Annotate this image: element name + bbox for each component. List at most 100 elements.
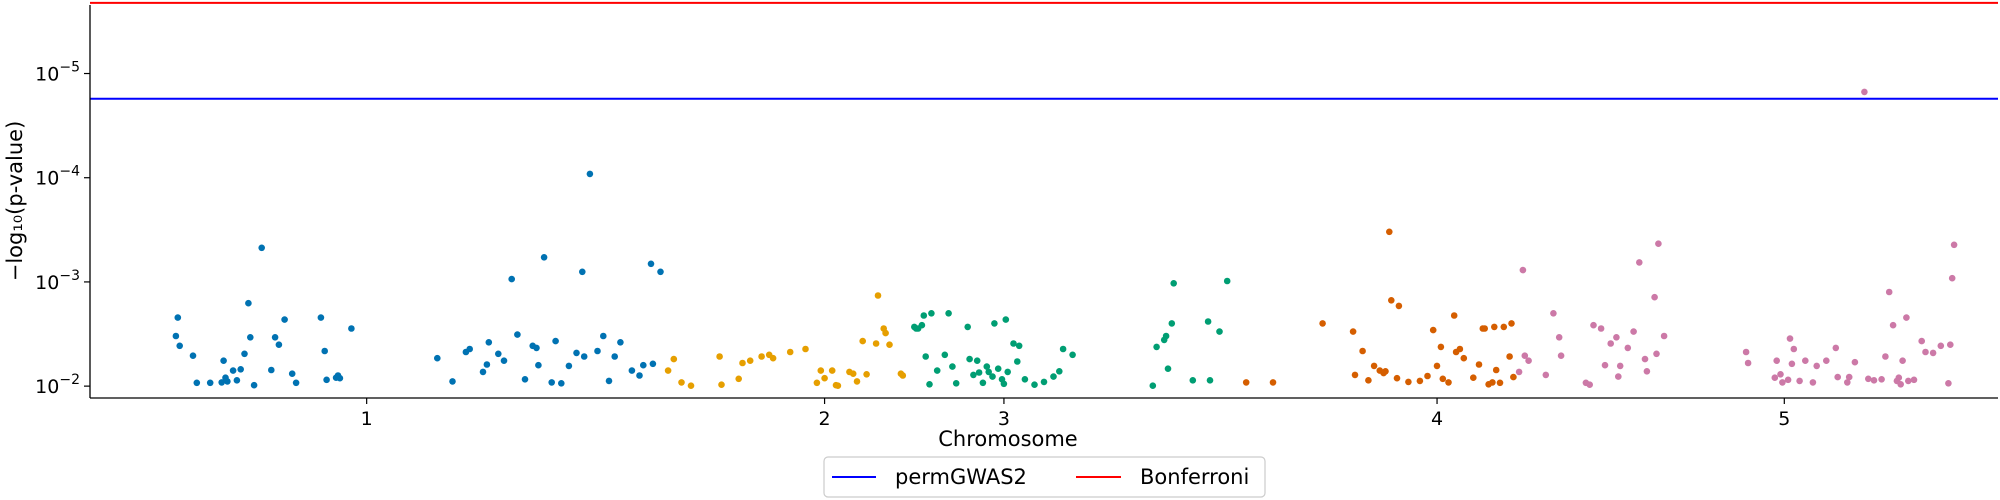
data-point-chr1 (321, 347, 329, 355)
data-point-chr2 (828, 367, 836, 374)
data-point-chr1 (172, 332, 180, 340)
data-point-chr5 (1889, 321, 1897, 329)
data-point-chr3 (1223, 277, 1231, 285)
data-point-chr3 (945, 310, 952, 317)
data-point-chr1 (233, 377, 241, 384)
data-point-chr5 (1947, 341, 1954, 349)
data-point-chr1 (281, 316, 288, 323)
data-point-chr4 (1319, 320, 1326, 327)
data-point-chr1 (495, 350, 502, 358)
data-point-chr5 (1525, 357, 1532, 365)
data-point-chr1 (292, 379, 300, 387)
data-point-chr1 (647, 260, 655, 268)
data-point-chr1 (434, 354, 441, 362)
data-point-chr4 (1433, 362, 1441, 370)
data-point-chr3 (1149, 382, 1157, 390)
data-point-chr1 (241, 350, 248, 358)
data-point-chr5 (1882, 353, 1889, 360)
data-point-chr3 (1170, 280, 1177, 287)
x-ticks: 1 2 3 4 5 (361, 398, 1790, 430)
data-point-chr2 (834, 382, 842, 390)
data-point-chr2 (769, 354, 777, 362)
data-point-chr2 (687, 382, 695, 390)
data-point-chr5 (1870, 377, 1878, 384)
data-point-chr1 (514, 331, 521, 338)
data-point-chr5 (1861, 88, 1868, 96)
y-tick-label: 10−4 (35, 164, 80, 190)
data-point-chr1 (617, 339, 624, 346)
data-point-chr1 (218, 379, 225, 386)
data-point-chr1 (580, 353, 588, 360)
data-point-chr4 (1359, 347, 1366, 355)
data-point-chr1 (552, 337, 559, 345)
data-point-chr1 (250, 381, 258, 389)
data-point-chr1 (258, 244, 266, 252)
data-point-chr5 (1899, 357, 1906, 365)
data-point-chr2 (872, 340, 880, 347)
data-point-chr1 (540, 253, 548, 261)
data-point-chr3 (1004, 368, 1011, 376)
data-point-chr4 (1382, 368, 1389, 375)
data-point-chr4 (1456, 345, 1464, 353)
data-point-chr3 (1206, 377, 1214, 384)
data-point-chr2 (739, 359, 746, 367)
data-point-chr5 (1641, 355, 1649, 363)
data-point-chr3 (1040, 378, 1048, 386)
data-point-chr5 (1586, 381, 1593, 389)
data-point-chr4 (1351, 371, 1359, 379)
data-point-chr3 (1002, 316, 1010, 323)
data-point-chr2 (874, 292, 882, 299)
data-point-chr5 (1834, 373, 1841, 381)
data-point-chr5 (1784, 376, 1792, 384)
data-point-chr5 (1851, 358, 1859, 366)
y-tick-label: 10−5 (35, 60, 80, 86)
data-point-chr3 (918, 321, 926, 329)
data-point-chr3 (989, 373, 996, 380)
data-point-chr3 (920, 312, 928, 319)
data-point-chr5 (1844, 379, 1851, 386)
data-point-chr2 (821, 374, 828, 382)
data-point-chr1 (348, 325, 355, 332)
legend-label-permgwas2: permGWAS2 (895, 465, 1027, 489)
data-point-chr5 (1813, 362, 1820, 370)
data-point-chr5 (1788, 360, 1796, 368)
data-point-chr5 (1742, 348, 1750, 356)
data-point-chr3 (1014, 358, 1021, 365)
data-point-chr3 (1164, 365, 1172, 373)
data-point-chr5 (1613, 334, 1620, 341)
data-point-chr4 (1460, 354, 1468, 362)
data-point-chr3 (979, 379, 987, 387)
data-point-chr5 (1895, 374, 1903, 382)
data-point-chr5 (1542, 371, 1550, 379)
data-point-chr3 (926, 381, 933, 388)
data-point-chr5 (1597, 325, 1605, 332)
axes (89, 5, 1998, 399)
data-point-chr2 (859, 337, 866, 345)
data-point-chr3 (1050, 373, 1057, 380)
data-point-chr2 (813, 379, 821, 387)
data-point-chr1 (189, 352, 197, 360)
data-point-chr4 (1510, 373, 1517, 381)
data-point-chr1 (323, 376, 330, 384)
data-point-chr5 (1905, 377, 1912, 385)
data-point-chr5 (1630, 328, 1637, 335)
data-point-chr2 (746, 357, 754, 365)
data-point-chr1 (508, 275, 515, 283)
data-point-chr5 (1777, 371, 1784, 378)
x-tick-label: 3 (998, 408, 1010, 430)
data-point-chr3 (1069, 351, 1076, 359)
data-point-chr1 (485, 339, 493, 346)
data-point-chr2 (886, 341, 893, 349)
data-point-chr5 (1897, 381, 1904, 388)
data-point-chr4 (1388, 297, 1395, 304)
data-point-chr1 (640, 361, 647, 369)
data-point-chr1 (247, 334, 254, 341)
data-point-chr1 (579, 268, 586, 276)
data-point-chr5 (1515, 368, 1523, 376)
data-point-chr5 (1948, 274, 1956, 282)
data-point-chr2 (863, 371, 870, 378)
data-point-chr4 (1481, 325, 1488, 332)
data-point-chr1 (483, 361, 491, 368)
data-point-chr5 (1744, 359, 1752, 367)
data-point-chr4 (1508, 320, 1515, 327)
